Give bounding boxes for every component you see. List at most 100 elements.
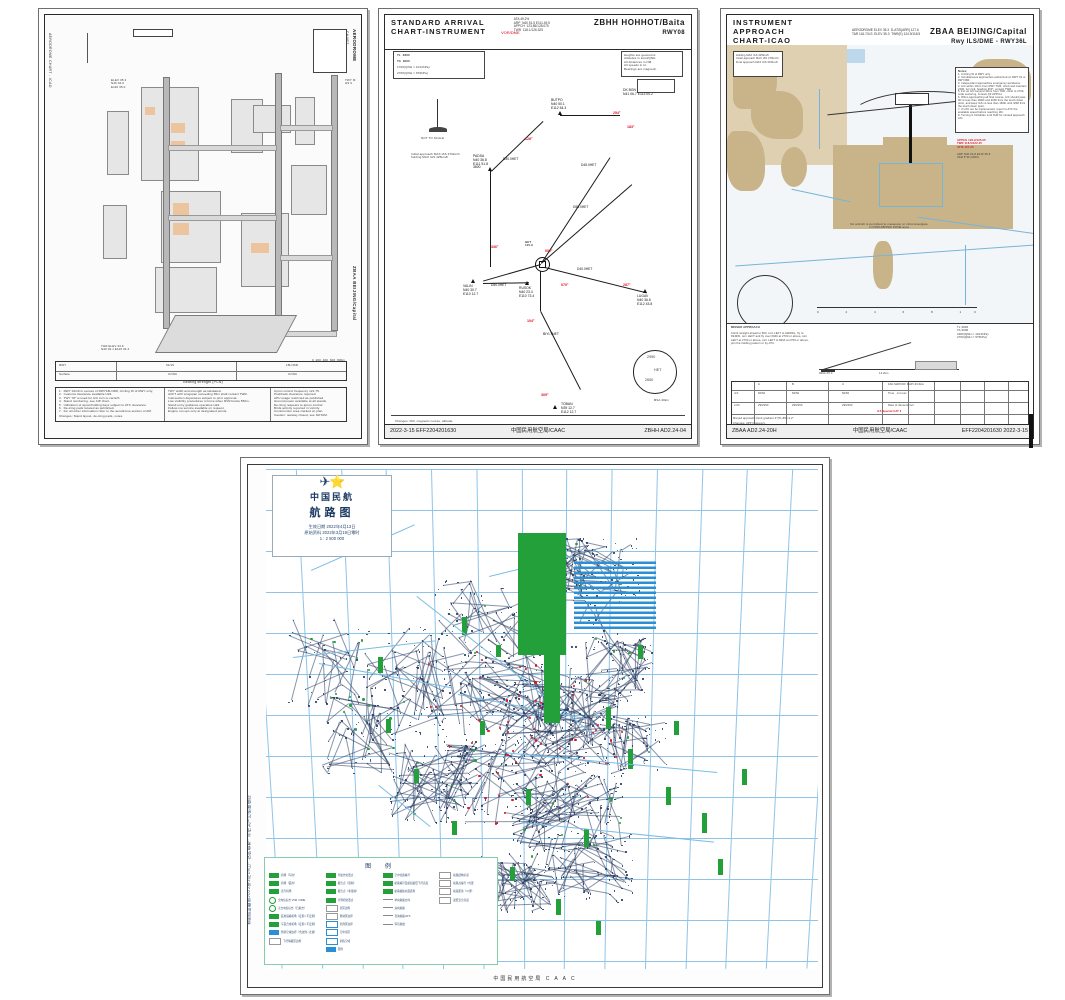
waypoint-marker [584,716,586,718]
waypoint-marker [582,538,585,540]
waypoint-marker [605,546,607,549]
waypoint-marker [515,762,517,765]
waypoint-marker [626,700,629,702]
waypoint-marker [544,869,547,872]
airport-marker [392,746,395,750]
waypoint-marker [549,730,551,732]
enroute-chart-panel[interactable]: 本图资料截至2022年3月19日，仅供参考，不作为飞行依据使用 ✈⭐ 中国民航 … [240,457,830,995]
waypoint-marker [504,742,506,745]
waypoint-marker [347,728,349,730]
waypoint-marker [574,821,576,823]
waypoint-marker [590,717,592,719]
waypoint-marker [541,706,543,708]
iac-missed-approach-title: MISSED APPROACH [731,325,760,329]
airport-marker [355,656,358,660]
waypoint-marker [459,784,462,786]
waypoint-marker [394,733,397,735]
waypoint-marker [366,633,368,636]
waypoint-marker [422,698,425,700]
waypoint-marker [579,713,581,715]
waypoint-marker [512,715,514,718]
waypoint-marker [539,725,541,727]
waypoint-marker [603,630,605,632]
apron-highlight-4 [173,223,189,235]
waypoint-marker [491,756,493,758]
legend-item: 训练空域 [325,937,380,945]
instrument-approach-chart-panel[interactable]: INSTRUMENT APPROACH CHART-ICAO AERODROME… [720,8,1040,445]
waypoint-marker [569,876,572,878]
waypoint-marker [564,867,567,869]
waypoint-marker [444,759,446,762]
waypoint-marker [555,764,558,766]
waypoint-marker [400,712,402,715]
waypoint-marker [358,641,360,644]
waypoint-marker [464,803,466,806]
waypoint-marker [475,747,477,749]
waypoint-marker [529,846,531,849]
waypoint-marker [523,724,525,727]
waypoint-marker [465,746,467,749]
restricted-area-marker [506,754,509,757]
waypoint-marker [486,701,489,703]
waypoint-marker [613,837,615,839]
waypoint-marker [500,643,503,646]
waypoint-marker [600,692,602,695]
waypoint-marker [571,804,574,806]
waypoint-marker [338,698,341,701]
legend-label: 计算机位置点 [337,898,354,902]
waypoint-marker [491,713,494,715]
waypoint-marker [532,850,535,852]
aerodrome-chart-panel[interactable]: AERODROME CHART - ICAO AERODROME CHART Z… [38,8,368,445]
waypoint-marker [447,749,450,752]
waypoint-marker [522,882,524,884]
waypoint-marker [445,785,448,787]
waypoint-marker [616,875,619,877]
waypoint-marker [531,757,534,759]
airport-marker [354,728,358,731]
waypoint-marker [512,795,514,797]
waypoint-marker [477,611,480,613]
waypoint-marker [585,740,588,743]
waypoint-marker [447,817,449,820]
airway-designator-label [596,921,601,935]
waypoint-marker [575,847,577,850]
waypoint-marker [481,791,483,794]
waypoint-marker [566,557,568,559]
waypoint-marker [351,767,354,770]
waypoint-marker [533,704,535,707]
legend-title: 图 例 [365,864,397,870]
waypoint-marker [443,678,446,680]
legend-item: 禁区边界 [325,904,380,912]
iac-bottom-note-2: Missed approach climb gradient 4°(51.8%)… [733,416,794,420]
waypoint-marker [532,834,535,837]
waypoint-marker [623,767,625,769]
sid-transition-level-box: TL 3600 TA 3000 1700(QNH = 1013hPa) 2700… [393,51,485,79]
waypoint-marker [572,795,574,798]
waypoint-marker [353,693,356,696]
waypoint-marker [421,678,423,680]
waypoint-marker [581,779,583,781]
legend-symbol-green-text-blk3 [382,889,393,895]
waypoint-marker [562,788,565,791]
msa-center-label: HET [654,368,662,372]
standard-arrival-chart-panel[interactable]: STANDARD ARRIVAL CHART-INSTRUMENT VOR/DM… [378,8,698,445]
bearing-strength-label: Bearing strength (PCN) [183,380,223,384]
waypoint-marker [445,821,448,823]
restricted-area-marker [610,739,613,742]
waypoint-marker [577,677,580,679]
waypoint-marker [512,824,514,827]
waypoint-marker [381,771,383,773]
waypoint-marker [435,717,437,719]
waypoint-marker [370,732,372,734]
waypoint-marker [567,578,569,581]
waypoint-marker [600,832,602,834]
waypoint-marker [625,851,627,853]
waypoint-marker [554,749,557,752]
aerodrome-label-ne: TWY M HS 3 [345,78,356,86]
waypoint-toban [553,405,557,409]
waypoint-marker [500,728,502,731]
legend-item: 航段距离（公里） [439,888,493,896]
enroute-green-text-block [518,533,566,655]
waypoint-marker [545,825,547,828]
waypoint-marker [565,574,567,576]
